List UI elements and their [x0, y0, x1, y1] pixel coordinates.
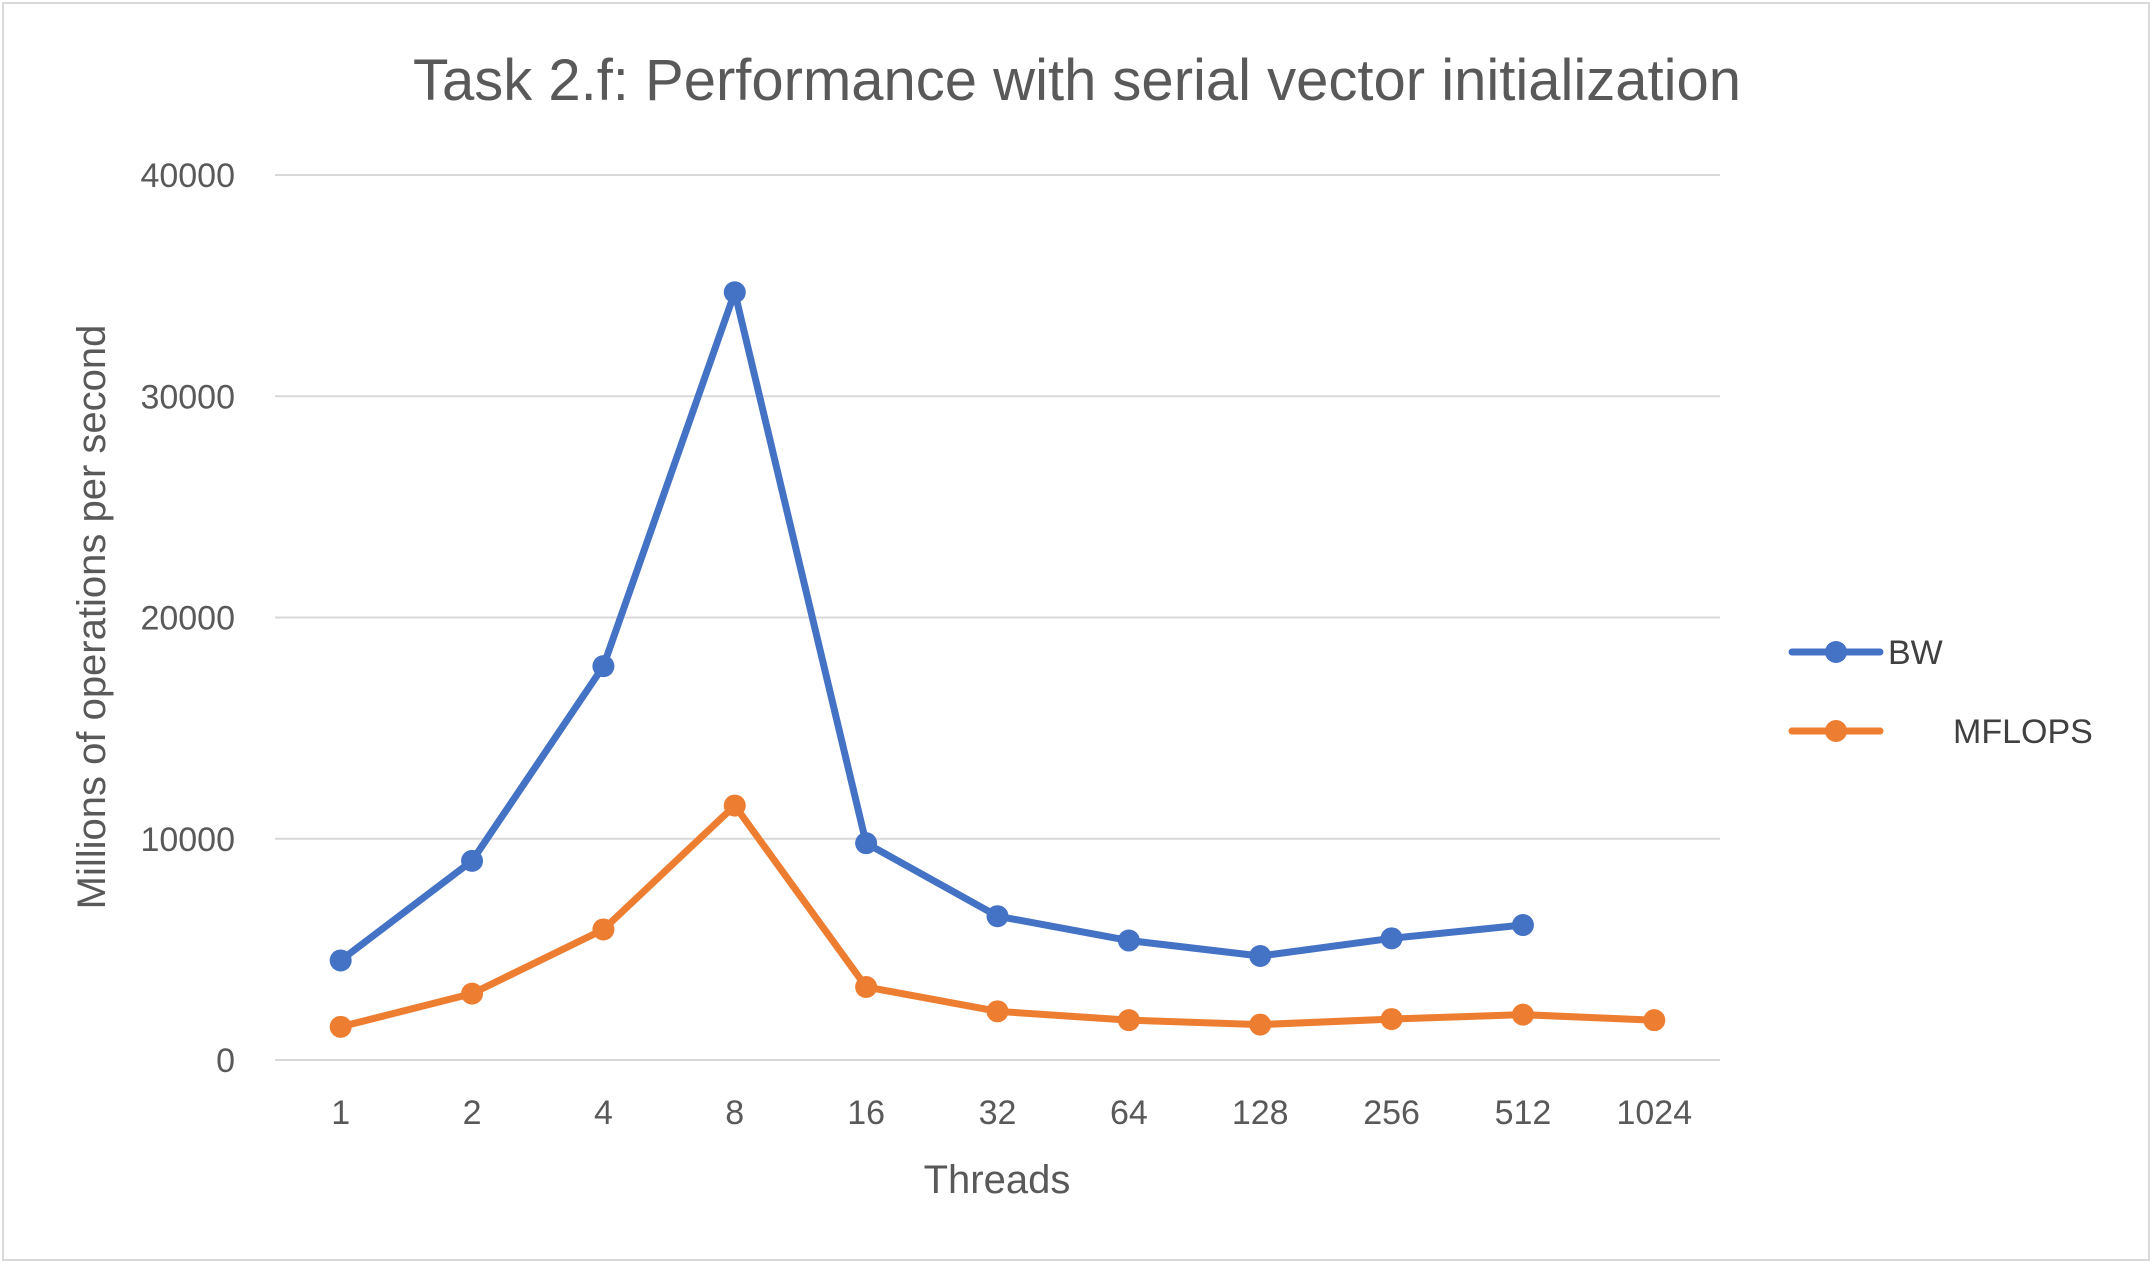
data-point: [855, 975, 878, 998]
x-tick-label: 512: [1495, 1094, 1552, 1132]
x-tick-label: 4: [594, 1094, 613, 1132]
data-point: [855, 832, 878, 855]
data-point: [1249, 1013, 1272, 1036]
data-point: [1511, 1003, 1534, 1026]
data-point: [329, 949, 352, 972]
x-tick-label: 2: [463, 1094, 482, 1132]
x-tick-label: 32: [979, 1094, 1017, 1132]
x-tick-label: 64: [1110, 1094, 1148, 1132]
legend-marker: [1825, 641, 1847, 663]
series-bw: [329, 281, 1534, 972]
y-tick-label: 30000: [140, 378, 235, 416]
data-point: [986, 1000, 1009, 1023]
data-point: [461, 982, 484, 1005]
data-point: [1380, 927, 1403, 950]
data-point: [1117, 929, 1140, 952]
grid-lines: [275, 174, 1720, 1061]
data-point: [592, 918, 615, 941]
x-tick-label: 128: [1232, 1094, 1289, 1132]
data-point: [329, 1015, 352, 1038]
y-tick-label: 10000: [140, 821, 235, 859]
x-tick-label: 8: [725, 1094, 744, 1132]
y-axis-ticks: 0 10000 20000 30000 40000: [140, 157, 235, 1080]
data-point: [592, 655, 615, 678]
data-point: [1249, 945, 1272, 968]
legend-label: BW: [1888, 634, 1943, 672]
legend: BW MFLOPS: [1788, 634, 2093, 751]
y-tick-label: 20000: [140, 600, 235, 638]
data-point: [986, 905, 1009, 928]
series-mflops: [329, 794, 1666, 1038]
legend-item-mflops: MFLOPS: [1788, 713, 2093, 751]
legend-label: MFLOPS: [1953, 713, 2093, 751]
x-tick-label: 1: [331, 1094, 350, 1132]
legend-marker: [1825, 720, 1847, 742]
chart-title: Task 2.f: Performance with serial vector…: [413, 48, 1741, 113]
y-tick-label: 0: [216, 1042, 235, 1080]
y-tick-label: 40000: [140, 157, 235, 195]
series-line: [337, 288, 1527, 964]
data-point: [461, 849, 484, 872]
x-axis-ticks: 1 2 4 8 16 32 64 128 256 512 1024: [331, 1094, 1692, 1132]
data-point: [1511, 914, 1534, 937]
series-layer: [329, 281, 1666, 1038]
data-point: [723, 281, 746, 304]
data-point: [1117, 1009, 1140, 1032]
y-axis-label: Millions of operations per second: [70, 325, 114, 910]
x-tick-label: 16: [847, 1094, 885, 1132]
data-point: [723, 794, 746, 817]
x-tick-label: 256: [1363, 1094, 1420, 1132]
legend-item-bw: BW: [1788, 634, 1943, 672]
data-point: [1643, 1009, 1666, 1032]
data-point: [1380, 1008, 1403, 1031]
x-axis-label: Threads: [924, 1158, 1071, 1202]
x-tick-label: 1024: [1616, 1094, 1692, 1132]
